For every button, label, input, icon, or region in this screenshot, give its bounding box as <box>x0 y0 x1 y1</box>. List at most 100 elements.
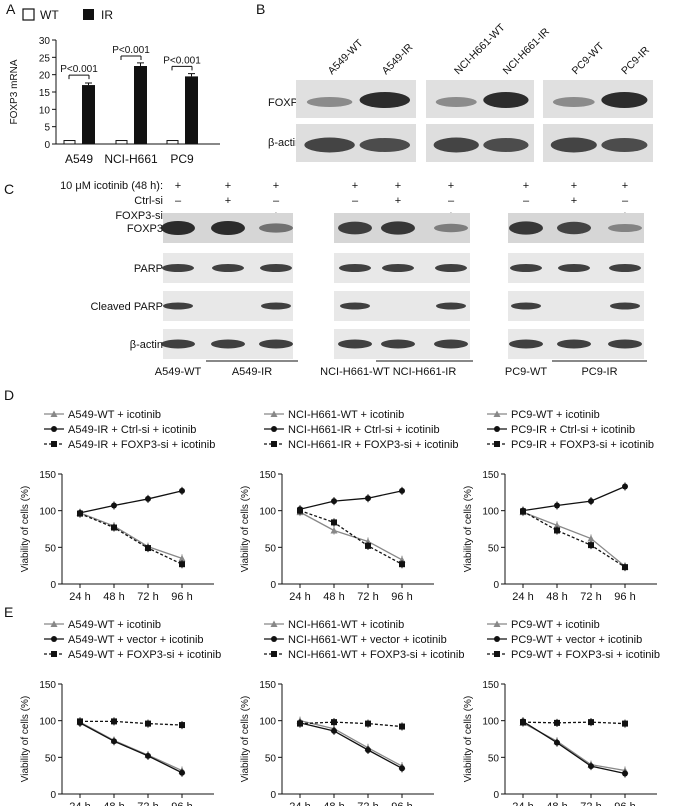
data-point <box>622 720 628 727</box>
x-tick-label: 24 h <box>512 591 533 603</box>
data-point <box>179 561 185 568</box>
data-point <box>365 495 371 502</box>
condition-label: 10 μM icotinib (48 h): <box>60 180 163 192</box>
x-tick-label: 96 h <box>391 591 412 603</box>
data-point <box>271 651 277 657</box>
data-point <box>297 507 303 514</box>
blot-band <box>161 221 195 235</box>
data-point <box>51 426 57 432</box>
x-tick-label: 72 h <box>580 591 601 603</box>
panel-a-y-label: FOXP3 mRNA <box>9 59 20 124</box>
data-point <box>145 495 151 502</box>
condition-mark: – <box>175 195 182 207</box>
blot-band <box>608 339 642 349</box>
condition-label: Ctrl-si <box>134 195 163 207</box>
series-line <box>299 720 403 767</box>
legend-label: NCI-H661-WT + vector + icotinib <box>288 634 447 646</box>
cell-line-label: NCI-H661-IR <box>393 366 457 378</box>
blot-band <box>609 264 641 272</box>
blot-band <box>610 302 640 310</box>
y-tick-label: 0 <box>493 790 499 801</box>
data-point <box>554 739 560 746</box>
x-tick-label: 96 h <box>391 801 412 806</box>
data-point <box>111 738 117 745</box>
blot-band <box>511 302 541 310</box>
y-tick-label: 0 <box>270 580 276 591</box>
legend-label: PC9-WT + icotinib <box>511 619 600 631</box>
data-point <box>554 527 560 534</box>
series-line <box>79 512 183 565</box>
cell-line-label: PC9-IR <box>581 366 617 378</box>
data-point <box>587 535 595 542</box>
x-tick-label: 72 h <box>137 801 158 806</box>
blot-band <box>601 92 648 108</box>
x-tick-label: 24 h <box>69 801 90 806</box>
blot-band <box>435 97 477 107</box>
cell-line-label: A549-WT <box>155 366 202 378</box>
blot-band <box>211 221 245 235</box>
data-point <box>588 542 594 549</box>
x-tick-label: 24 h <box>289 591 310 603</box>
panel-letter-d: D <box>4 387 14 403</box>
x-tick-label: 48 h <box>546 801 567 806</box>
blot-band <box>162 264 194 272</box>
condition-mark: + <box>225 195 231 207</box>
blot-band <box>340 302 370 310</box>
bar-ir <box>82 85 95 144</box>
y-tick-label: 100 <box>482 717 499 728</box>
data-point <box>50 410 58 417</box>
y-tick-label: 0 <box>50 790 56 801</box>
blot-row-label: FOXP3 <box>268 97 304 109</box>
y-tick-label: 50 <box>488 753 500 764</box>
y-tick-label: 50 <box>265 753 277 764</box>
blot-band <box>359 138 410 152</box>
y-tick-label: 10 <box>39 105 51 116</box>
y-tick-label: 50 <box>488 543 500 554</box>
blot-band <box>557 339 591 349</box>
y-tick-label: 150 <box>482 680 499 691</box>
legend-label: PC9-WT + vector + icotinib <box>511 634 642 646</box>
y-axis-label: Viability of cells (%) <box>20 486 31 573</box>
data-point <box>270 620 278 627</box>
y-tick-label: 0 <box>50 580 56 591</box>
y-tick-label: 150 <box>482 470 499 481</box>
data-point <box>111 524 117 531</box>
data-point <box>399 723 405 730</box>
y-tick-label: 150 <box>259 680 276 691</box>
series-line <box>79 721 183 772</box>
data-point <box>398 556 406 563</box>
data-point <box>111 502 117 509</box>
blot-band <box>339 264 371 272</box>
bar-ir <box>185 76 198 144</box>
data-point <box>588 763 594 770</box>
blot-band <box>261 302 291 310</box>
data-point <box>331 498 337 505</box>
condition-mark: + <box>352 180 358 192</box>
blot-row-label: β-actin <box>268 137 301 149</box>
x-tick-label: 96 h <box>614 591 635 603</box>
category-label: PC9 <box>170 152 194 166</box>
lane-label: PC9-IR <box>619 44 652 77</box>
condition-mark: + <box>523 180 529 192</box>
legend-label: A549-WT + icotinib <box>68 409 161 421</box>
data-point <box>399 487 405 494</box>
data-point <box>554 502 560 509</box>
series-line <box>299 511 403 561</box>
category-label: A549 <box>65 152 93 166</box>
y-tick-label: 100 <box>259 717 276 728</box>
condition-mark: + <box>395 195 401 207</box>
data-point <box>493 410 501 417</box>
blot-band <box>550 137 597 153</box>
x-tick-label: 72 h <box>357 591 378 603</box>
panel-letter-b: B <box>256 1 265 17</box>
legend-label: A549-WT + vector + icotinib <box>68 634 204 646</box>
legend-label: NCI-H661-WT + icotinib <box>288 409 404 421</box>
p-value-label: P<0.001 <box>112 45 150 56</box>
blot-band <box>434 339 468 349</box>
y-tick-label: 15 <box>39 88 51 99</box>
condition-mark: – <box>448 195 455 207</box>
x-tick-label: 48 h <box>546 591 567 603</box>
data-point <box>553 521 561 529</box>
data-point <box>51 636 57 642</box>
y-tick-label: 30 <box>39 36 51 47</box>
